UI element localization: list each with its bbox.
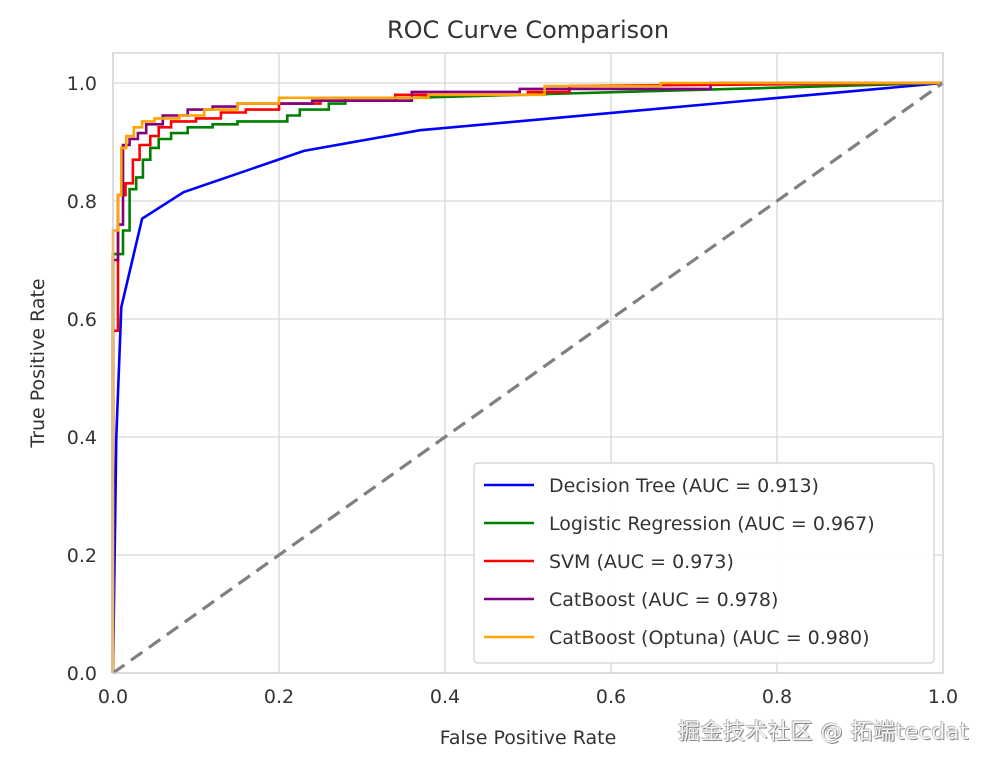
x-tick-label: 0.0 (98, 686, 128, 708)
y-tick-label: 1.0 (67, 73, 97, 95)
x-tick-labels: 0.0 0.2 0.4 0.6 0.8 1.0 (98, 686, 958, 708)
x-tick-label: 0.2 (264, 686, 294, 708)
y-tick-label: 0.2 (67, 545, 97, 567)
x-tick-label: 1.0 (928, 686, 958, 708)
legend-label: SVM (AUC = 0.973) (549, 551, 734, 573)
roc-curve-catboost-optuna (111, 81, 943, 673)
legend-label: CatBoost (AUC = 0.978) (549, 589, 778, 611)
x-tick-label: 0.4 (430, 686, 460, 708)
y-tick-label: 0.6 (67, 309, 97, 331)
plot-frame (112, 52, 944, 674)
x-tick-label: 0.8 (762, 686, 792, 708)
legend-box (473, 462, 935, 664)
legend-label: Decision Tree (AUC = 0.913) (549, 475, 819, 497)
roc-curve-decision-tree (111, 81, 944, 674)
chance-diagonal-line (112, 81, 944, 675)
legend: Decision Tree (AUC = 0.913) Logistic Regr… (473, 462, 935, 664)
legend-label: CatBoost (Optuna) (AUC = 0.980) (549, 627, 869, 649)
chart-title: ROC Curve Comparison (387, 16, 669, 44)
roc-curve-logistic-regression (111, 81, 944, 673)
legend-item: CatBoost (Optuna) (AUC = 0.980) (484, 627, 869, 649)
legend-label: Logistic Regression (AUC = 0.967) (549, 513, 875, 535)
legend-item: SVM (AUC = 0.973) (484, 551, 734, 573)
y-tick-label: 0.0 (67, 663, 97, 685)
watermark: 掘金技术社区 @ 拓端tecdat (678, 720, 969, 745)
y-axis-label: True Positive Rate (27, 278, 49, 448)
legend-item: Logistic Regression (AUC = 0.967) (484, 513, 875, 535)
x-axis-label: False Positive Rate (440, 727, 617, 749)
y-tick-label: 0.8 (67, 191, 97, 213)
legend-item: CatBoost (AUC = 0.978) (484, 589, 778, 611)
y-tick-label: 0.4 (67, 427, 97, 449)
legend-item: Decision Tree (AUC = 0.913) (484, 475, 819, 497)
curves (111, 81, 944, 675)
y-tick-labels: 0.0 0.2 0.4 0.6 0.8 1.0 (67, 73, 97, 685)
x-tick-label: 0.6 (596, 686, 626, 708)
